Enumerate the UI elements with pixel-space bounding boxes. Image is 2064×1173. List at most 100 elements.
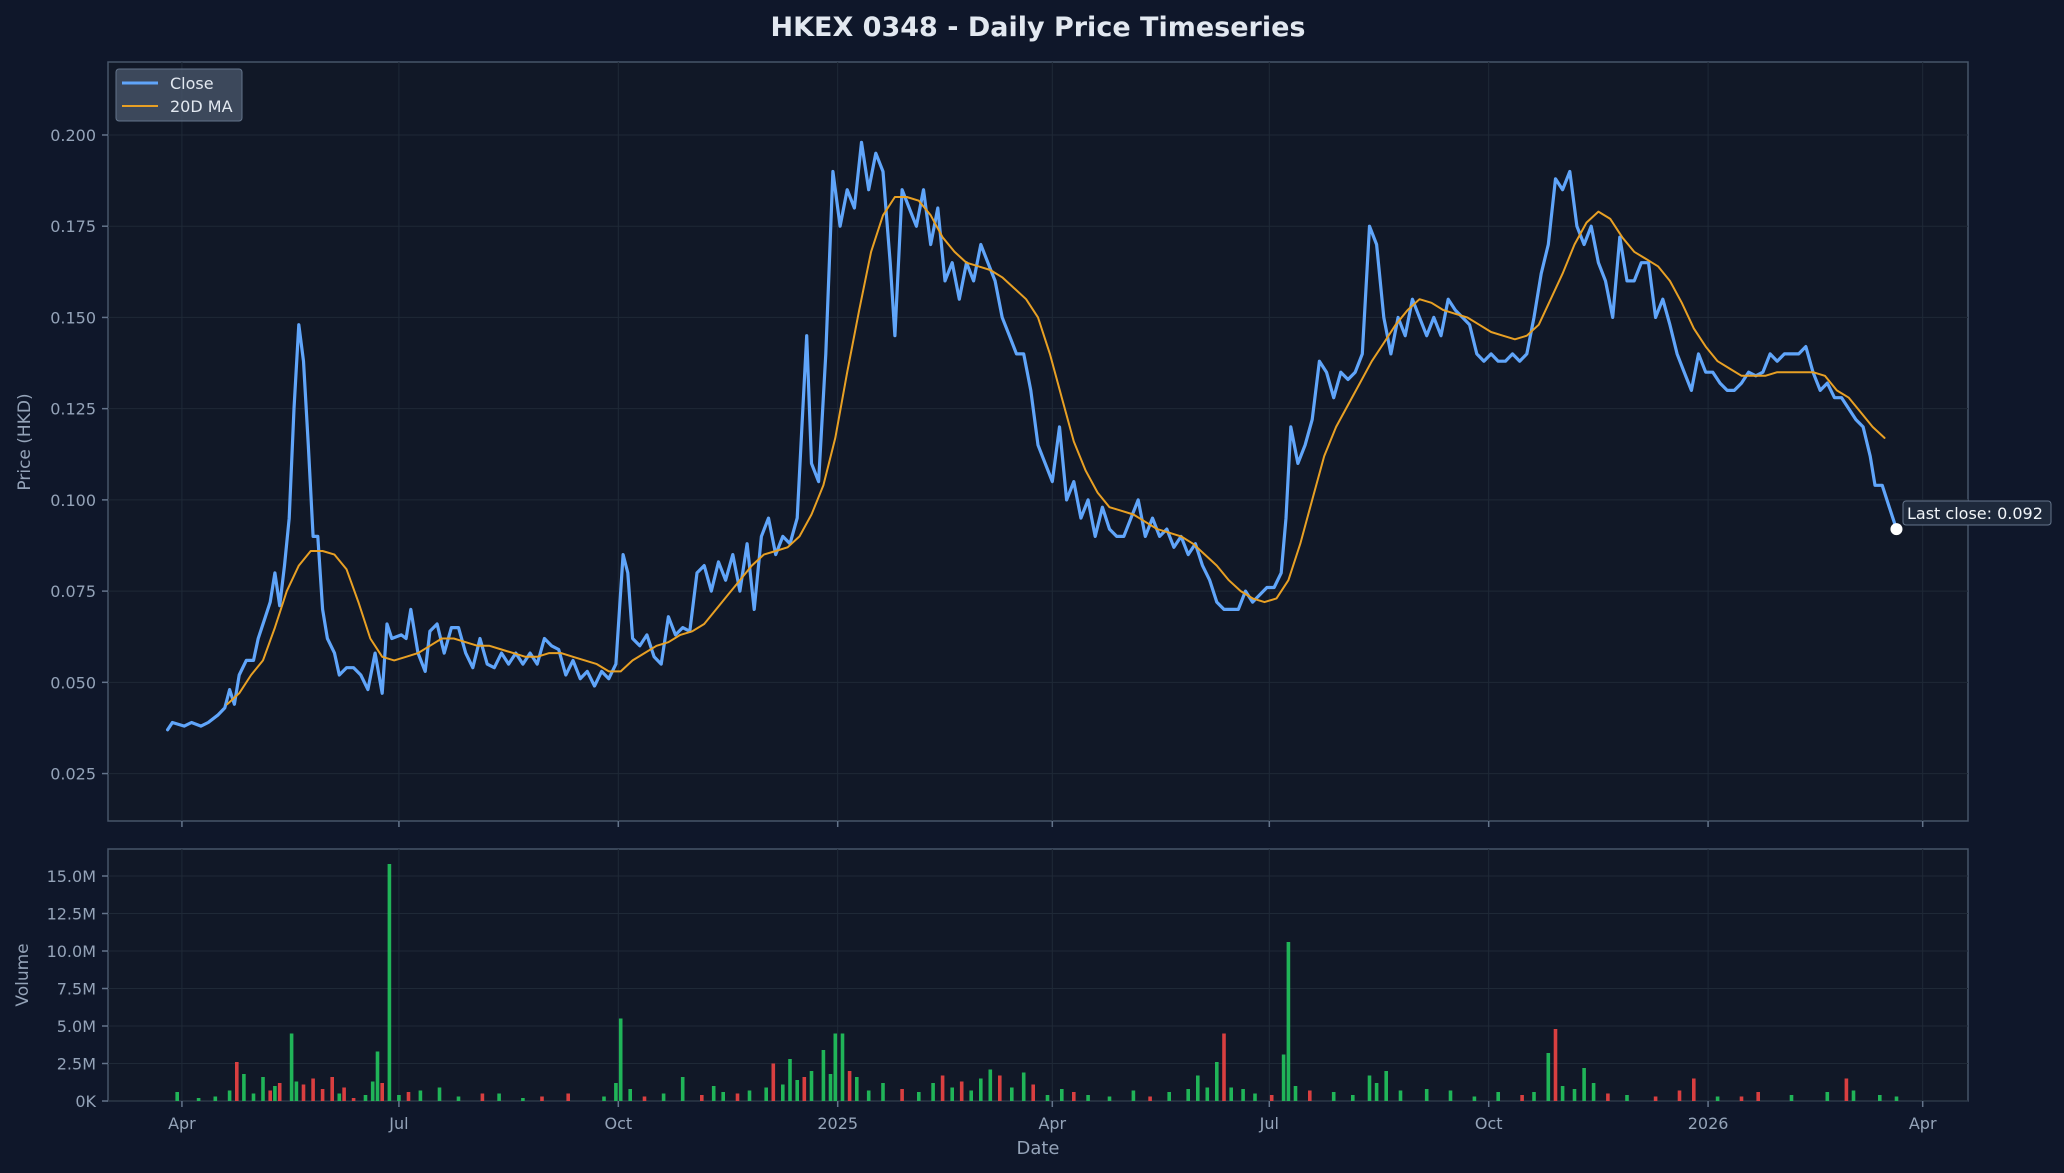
- volume-bar: [337, 1093, 342, 1101]
- volume-bar: [1825, 1092, 1830, 1101]
- volume-bar: [566, 1093, 570, 1101]
- volume-bar: [840, 1033, 845, 1101]
- last-close-annotation: Last close: 0.092: [1890, 500, 2052, 536]
- volume-bar: [1448, 1090, 1453, 1101]
- volume-bar: [1739, 1096, 1744, 1101]
- volume-bar: [1222, 1033, 1226, 1101]
- volume-bar: [735, 1093, 740, 1101]
- price-y-tick-label: 0.150: [50, 308, 96, 327]
- volume-bar: [988, 1069, 993, 1101]
- volume-bar: [1331, 1092, 1336, 1101]
- volume-bar: [628, 1089, 632, 1101]
- price-y-axis-label: Price (HKD): [15, 393, 35, 490]
- volume-bar: [294, 1081, 299, 1101]
- price-y-tick-label: 0.075: [50, 582, 96, 601]
- volume-bar: [950, 1087, 954, 1101]
- x-tick-label: Apr: [1038, 1114, 1066, 1133]
- volume-bar: [969, 1090, 973, 1101]
- volume-bar: [711, 1086, 716, 1101]
- volume-bar: [380, 1083, 384, 1101]
- volume-bar: [1384, 1071, 1388, 1101]
- volume-y-tick-label: 10.0M: [47, 942, 96, 961]
- volume-bar: [1894, 1096, 1899, 1101]
- legend-label-close: Close: [170, 74, 214, 93]
- volume-bar: [273, 1086, 277, 1101]
- volume-y-tick-label: 0K: [75, 1092, 96, 1111]
- volume-bar: [998, 1075, 1002, 1101]
- volume-bar: [1520, 1095, 1524, 1101]
- volume-bar: [940, 1075, 945, 1101]
- last-close-label-box: [1902, 500, 2052, 526]
- volume-bar: [680, 1077, 685, 1101]
- volume-bar: [721, 1092, 725, 1101]
- volume-bar: [397, 1095, 401, 1101]
- volume-bar: [979, 1078, 983, 1101]
- volume-bar: [1167, 1092, 1171, 1101]
- volume-bar: [242, 1074, 246, 1101]
- volume-bar: [747, 1090, 752, 1101]
- volume-bar: [1756, 1092, 1760, 1101]
- volume-y-tick-label: 12.5M: [47, 905, 96, 924]
- volume-y-tick-label: 15.0M: [47, 867, 96, 886]
- volume-bar: [764, 1087, 768, 1101]
- volume-bar: [235, 1062, 239, 1101]
- volume-bar: [866, 1090, 871, 1101]
- volume-bar: [781, 1084, 785, 1101]
- volume-bar: [1496, 1092, 1500, 1101]
- price-y-tick-label: 0.050: [50, 673, 96, 692]
- volume-bar: [311, 1078, 315, 1101]
- volume-bar: [1572, 1089, 1577, 1101]
- volume-bar: [1131, 1090, 1136, 1101]
- price-y-tick-label: 0.175: [50, 217, 96, 236]
- x-tick-label: Oct: [604, 1114, 632, 1133]
- volume-bar: [1229, 1087, 1233, 1101]
- volume-bar: [1532, 1092, 1536, 1101]
- volume-bar: [227, 1090, 232, 1101]
- volume-bar: [406, 1092, 411, 1101]
- volume-bar: [1606, 1093, 1610, 1101]
- x-tick-label: Jul: [1259, 1114, 1279, 1133]
- volume-bar: [370, 1081, 375, 1101]
- volume-bar: [261, 1077, 265, 1101]
- price-y-ticks: 0.025 0.050 0.075 0.100 0.125 0.150 0.175 0.200: [50, 126, 108, 784]
- volume-bar: [1472, 1096, 1477, 1101]
- volume-bar: [1107, 1096, 1112, 1101]
- volume-bar: [1045, 1095, 1050, 1101]
- volume-bar: [375, 1051, 380, 1101]
- volume-bar: [788, 1059, 792, 1101]
- volume-bar: [809, 1071, 814, 1101]
- volume-bar: [418, 1090, 423, 1101]
- last-close-label: Last close: 0.092: [1907, 504, 2043, 523]
- volume-bar: [1591, 1083, 1596, 1101]
- volume-bar: [437, 1087, 442, 1101]
- volume-bar: [917, 1092, 921, 1101]
- x-tick-label: 2026: [1688, 1114, 1729, 1133]
- volume-bar: [1031, 1084, 1035, 1101]
- volume-bar: [821, 1050, 826, 1101]
- volume-bar: [1374, 1083, 1379, 1101]
- x-tick-label: Jul: [388, 1114, 408, 1133]
- volume-bar: [642, 1096, 647, 1101]
- volume-y-axis-label: Volume: [13, 943, 33, 1006]
- volume-bar: [480, 1093, 485, 1101]
- volume-bar: [1844, 1078, 1849, 1101]
- volume-bar: [881, 1083, 885, 1101]
- x-axis-label: Date: [1016, 1138, 1059, 1159]
- volume-bar: [1424, 1089, 1429, 1101]
- volume-bar: [1148, 1096, 1152, 1101]
- x-tick-label: Apr: [1909, 1114, 1937, 1133]
- x-tick-label: 2025: [817, 1114, 858, 1133]
- volume-bar: [1241, 1089, 1245, 1101]
- volume-bar: [213, 1096, 218, 1101]
- volume-bar: [320, 1089, 325, 1101]
- volume-gridlines: [108, 849, 1968, 1102]
- price-series-layer: [166, 140, 1899, 732]
- legend: Close 20D MA: [115, 68, 243, 122]
- volume-bar: [618, 1018, 623, 1101]
- x-axis-ticks: Apr Jul Oct 2025 Apr Jul Oct 2026 Apr: [168, 821, 1937, 1133]
- volume-bar: [277, 1083, 282, 1101]
- volume-bar: [1546, 1053, 1551, 1101]
- volume-bar: [1582, 1068, 1586, 1101]
- volume-bar: [1789, 1095, 1794, 1101]
